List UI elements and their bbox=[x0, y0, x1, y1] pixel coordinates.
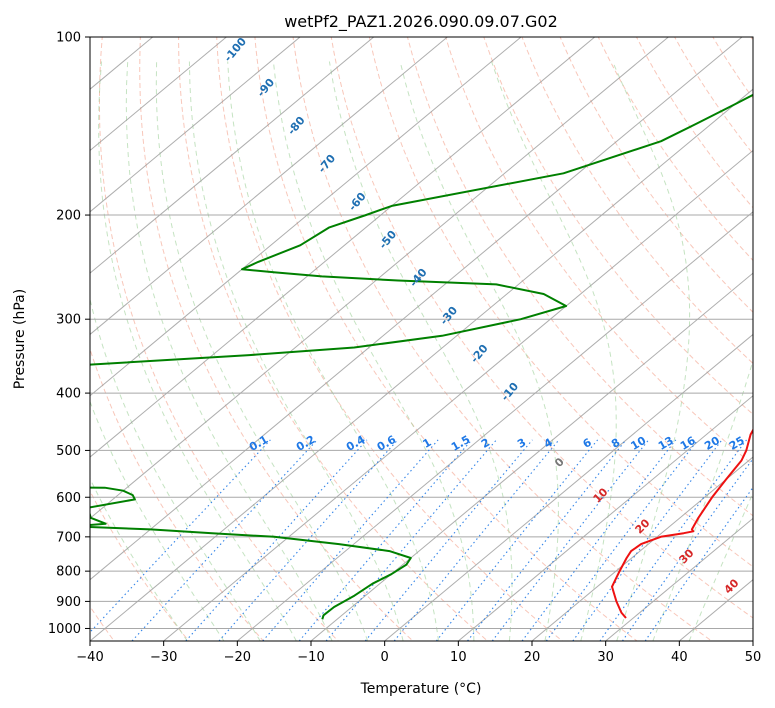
moist-adiabat bbox=[227, 61, 439, 641]
isotherm-line bbox=[383, 333, 753, 641]
x-tick-label: 50 bbox=[745, 650, 762, 665]
isotherm-line bbox=[90, 37, 743, 581]
dry-adiabat bbox=[178, 37, 489, 641]
isotherm-line bbox=[90, 37, 670, 520]
x-tick-label: −10 bbox=[297, 650, 324, 665]
dry-adiabat bbox=[674, 37, 753, 155]
isotherm-line bbox=[90, 37, 596, 458]
isotherm-line bbox=[236, 211, 753, 641]
moist-adiabat bbox=[491, 61, 617, 641]
temperature-profile-line bbox=[611, 428, 753, 619]
isotherm-line bbox=[90, 37, 301, 213]
dry-adiabat bbox=[216, 37, 564, 641]
isotherm-line bbox=[90, 37, 522, 397]
dry-adiabat bbox=[445, 37, 753, 466]
y-tick-label: 900 bbox=[56, 595, 81, 610]
mixing-ratio-line bbox=[393, 439, 560, 641]
y-axis-label: Pressure (hPa) bbox=[12, 289, 28, 389]
x-axis-label: Temperature (°C) bbox=[360, 681, 482, 697]
moist-adiabat bbox=[652, 358, 753, 641]
isotherm-line bbox=[457, 395, 753, 641]
tick-layer: −40 −30 −20 −10 0 10 20 30 40 50 100 200 300 400 500 60… bbox=[48, 31, 761, 666]
dry-adiabat bbox=[254, 37, 638, 641]
y-tick-label: 600 bbox=[56, 491, 81, 506]
mixing-ratio-line bbox=[218, 439, 399, 641]
moist-adiabat bbox=[98, 61, 297, 641]
dry-adiabat bbox=[597, 37, 753, 262]
mixing-ratio-line bbox=[90, 439, 271, 634]
dry-adiabat bbox=[330, 37, 753, 619]
moist-adiabat bbox=[155, 61, 369, 641]
isotherm-line bbox=[531, 456, 753, 641]
moist-adiabat bbox=[688, 491, 753, 641]
isotherm-line bbox=[90, 37, 449, 336]
dry-adiabat bbox=[368, 37, 753, 568]
y-tick-label: 1000 bbox=[48, 622, 81, 637]
isotherm-line bbox=[604, 517, 753, 641]
plot-frame bbox=[89, 36, 754, 642]
moist-adiabat bbox=[272, 61, 475, 641]
x-tick-label: 20 bbox=[524, 650, 541, 665]
moist-adiabat bbox=[90, 297, 261, 641]
moist-adiabat bbox=[90, 400, 225, 641]
isotherm-line bbox=[752, 640, 753, 641]
x-tick-label: 30 bbox=[597, 650, 614, 665]
moist-adiabat bbox=[612, 61, 691, 641]
x-tick-label: 0 bbox=[381, 650, 389, 665]
mixing-ratio-line bbox=[325, 439, 497, 641]
y-tick-label: 700 bbox=[56, 530, 81, 545]
dry-adiabat bbox=[99, 37, 339, 641]
x-tick-label: −40 bbox=[76, 650, 103, 665]
x-tick-label: 10 bbox=[450, 650, 467, 665]
grid-layer bbox=[90, 37, 753, 641]
isotherm-line bbox=[90, 37, 228, 152]
series-layer bbox=[90, 93, 753, 620]
y-tick-label: 300 bbox=[56, 313, 81, 328]
isotherm-line bbox=[90, 37, 375, 274]
moist-adiabat bbox=[328, 61, 513, 641]
x-tick-label: −30 bbox=[150, 650, 177, 665]
mixing-ratio-line bbox=[521, 439, 677, 641]
y-tick-label: 200 bbox=[56, 209, 81, 224]
mixing-ratio-line bbox=[298, 439, 473, 641]
mixing-ratio-line bbox=[185, 439, 368, 641]
y-tick-label: 100 bbox=[56, 31, 81, 46]
x-tick-label: 40 bbox=[671, 650, 688, 665]
dry-adiabat bbox=[559, 37, 753, 313]
y-tick-label: 800 bbox=[56, 565, 81, 580]
mixing-ratio-line bbox=[262, 439, 439, 641]
moist-adiabat bbox=[90, 477, 188, 641]
y-tick-label: 400 bbox=[56, 387, 81, 402]
dry-adiabat bbox=[406, 37, 753, 517]
chart-title: wetPf2_PAZ1.2026.090.09.07.G02 bbox=[284, 12, 558, 32]
isotherm-line bbox=[310, 272, 753, 641]
mixing-ratio-line bbox=[435, 439, 599, 641]
mixing-ratio-line bbox=[621, 457, 753, 641]
mixing-ratio-line bbox=[599, 439, 747, 641]
mixing-ratio-line bbox=[131, 439, 318, 641]
y-tick-label: 500 bbox=[56, 444, 81, 459]
moist-adiabat bbox=[125, 61, 333, 641]
x-tick-label: −20 bbox=[224, 650, 251, 665]
dewpoint-profile-line bbox=[90, 93, 753, 620]
dry-adiabat bbox=[521, 37, 753, 365]
isotherm-line bbox=[162, 149, 753, 641]
isotherm-line bbox=[90, 88, 753, 641]
